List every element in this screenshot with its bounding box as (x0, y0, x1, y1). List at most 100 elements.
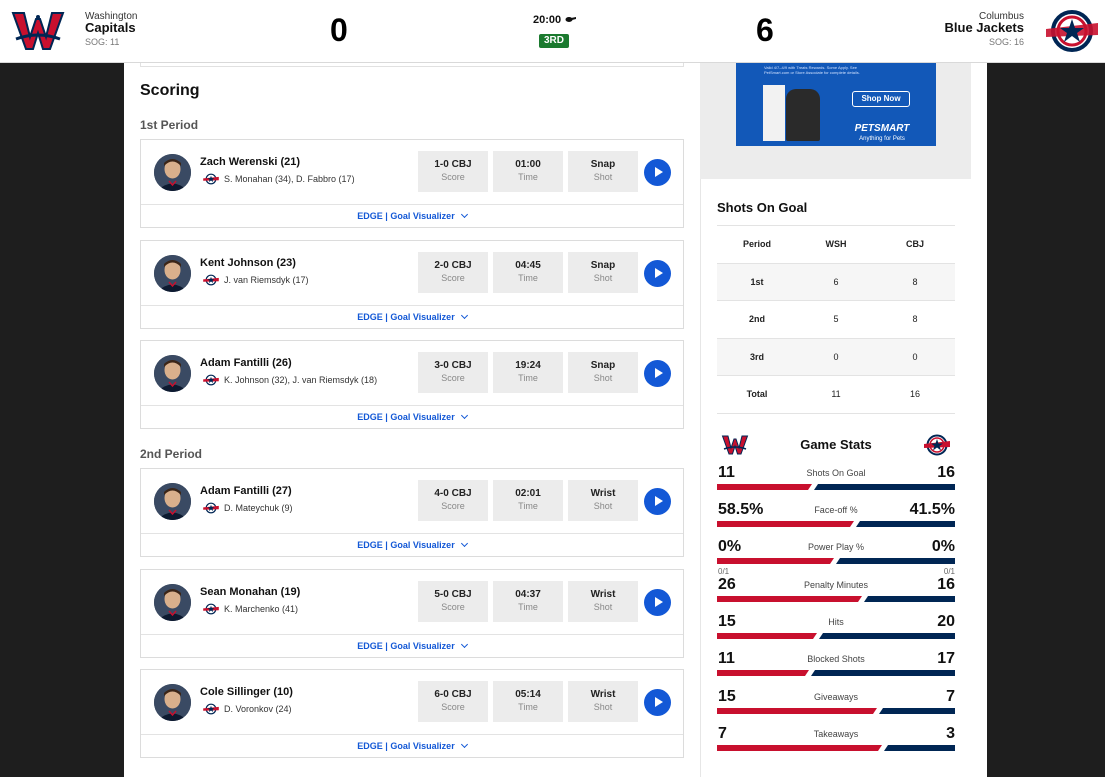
stat-label: Power Play % (807, 542, 865, 552)
puck-icon (565, 17, 576, 22)
goal-score-box: 2-0 CBJ Score (418, 252, 488, 293)
stat-away-value: 7 (718, 725, 727, 742)
stat-comparison-bar (717, 670, 955, 676)
goal-shot-box: Wrist Shot (568, 681, 638, 722)
goal-shot-box: Wrist Shot (568, 581, 638, 622)
stat-label: Shots On Goal (806, 468, 866, 478)
edge-goal-visualizer-link[interactable]: EDGE | Goal Visualizer (141, 210, 683, 221)
stat-home-value: 16 (937, 576, 955, 593)
edge-goal-visualizer-link[interactable]: EDGE | Goal Visualizer (141, 539, 683, 550)
goal-time-box: 01:00 Time (493, 151, 563, 192)
chevron-down-icon (460, 539, 468, 548)
home-bar-segment (884, 745, 955, 751)
goal-score-label: Score (441, 602, 465, 612)
goal-assists: K. Marchenko (41) (224, 604, 299, 614)
play-highlight-button[interactable] (644, 260, 671, 287)
goal-score-value: 1-0 CBJ (434, 159, 472, 170)
away-bar-segment (717, 596, 862, 602)
goal-time-label: Time (518, 702, 538, 712)
goal-time-value: 04:45 (515, 260, 541, 271)
goal-scorer[interactable]: Sean Monahan (19) (200, 586, 301, 598)
goal-score-value: 2-0 CBJ (434, 260, 472, 271)
play-highlight-button[interactable] (644, 159, 671, 186)
table-row: 2nd 5 8 (717, 301, 955, 339)
blue-jackets-logo-icon (203, 274, 219, 286)
page-background (987, 63, 1105, 777)
goal-score-box: 6-0 CBJ Score (418, 681, 488, 722)
stat-away-value: 15 (718, 613, 736, 630)
play-highlight-button[interactable] (644, 589, 671, 616)
goal-time-box: 02:01 Time (493, 480, 563, 521)
home-team-name[interactable]: Blue Jackets (944, 20, 1025, 35)
stat-home-value: 41.5% (909, 501, 955, 518)
capitals-logo-icon (721, 435, 749, 455)
blue-jackets-logo-icon (203, 173, 219, 185)
stat-home-value: 16 (937, 464, 955, 481)
game-clock: 20:00 (533, 14, 562, 26)
edge-goal-visualizer-link[interactable]: EDGE | Goal Visualizer (141, 411, 683, 422)
game-stats-title: Game Stats (800, 437, 872, 452)
goal-scorer[interactable]: Kent Johnson (23) (200, 257, 296, 269)
table-cell-wsh: 6 (833, 276, 839, 287)
table-cell-cbj: 0 (912, 351, 918, 362)
stat-home-value: 3 (946, 725, 955, 742)
goal-score-box: 3-0 CBJ Score (418, 352, 488, 393)
shots-on-goal-table: Period WSH CBJ 1st 6 8 2nd 5 8 3rd 0 0 T… (717, 225, 955, 414)
edge-prefix: EDGE (357, 641, 383, 651)
home-bar-segment (814, 484, 955, 490)
edge-goal-visualizer-link[interactable]: EDGE | Goal Visualizer (141, 311, 683, 322)
column-header-cbj: CBJ (905, 239, 924, 249)
table-cell-wsh: 5 (833, 314, 839, 324)
edge-label: Goal Visualizer (390, 540, 455, 550)
scoring-title: Scoring (140, 82, 200, 99)
home-team-sog: SOG: 16 (988, 37, 1024, 47)
goal-scorer[interactable]: Zach Werenski (21) (200, 156, 301, 168)
play-highlight-button[interactable] (644, 689, 671, 716)
period-label-2nd: 2nd Period (140, 447, 203, 461)
table-cell-period: 2nd (748, 314, 765, 324)
chevron-down-icon (460, 210, 468, 219)
table-cell-cbj: 8 (912, 314, 918, 324)
game-stat-row: 11 Blocked Shots 17 (717, 650, 955, 682)
capitals-logo-icon[interactable] (10, 9, 66, 53)
away-team-name[interactable]: Capitals (85, 20, 136, 35)
goal-shot-value: Wrist (590, 589, 616, 600)
blue-jackets-logo-icon (203, 603, 219, 615)
game-stat-row: 0% Power Play % 0% 0/1 0/1 (717, 538, 955, 576)
goal-scorer[interactable]: Cole Sillinger (10) (200, 686, 293, 698)
goal-assists: D. Mateychuk (9) (224, 503, 293, 513)
stat-away-value: 11 (718, 464, 735, 481)
section-divider (140, 63, 684, 67)
goal-card: Zach Werenski (21) S. Monahan (34), D. F… (140, 139, 684, 228)
goal-shot-box: Wrist Shot (568, 480, 638, 521)
scoring-section: Scoring 1st Period 2nd Period Zach Weren… (124, 63, 700, 777)
ad-container: Valid 4/7–4/9 with Treats Rewards. Some … (700, 63, 971, 179)
goal-scorer[interactable]: Adam Fantilli (26) (200, 357, 292, 369)
chevron-down-icon (460, 740, 468, 749)
edge-goal-visualizer-link[interactable]: EDGE | Goal Visualizer (141, 640, 683, 651)
home-bar-segment (856, 521, 955, 527)
shots-on-goal-title: Shots On Goal (717, 200, 808, 215)
edge-prefix: EDGE (357, 741, 383, 751)
away-bar-segment (717, 670, 809, 676)
petsmart-ad[interactable]: Valid 4/7–4/9 with Treats Rewards. Some … (736, 63, 936, 146)
table-cell-wsh: 11 (831, 389, 841, 399)
home-bar-segment (879, 708, 955, 714)
table-cell-cbj: 8 (912, 276, 918, 287)
goal-shot-label: Shot (593, 702, 613, 712)
table-cell-wsh: 0 (833, 351, 839, 362)
edge-goal-visualizer-link[interactable]: EDGE | Goal Visualizer (141, 740, 683, 751)
goal-shot-box: Snap Shot (568, 352, 638, 393)
ad-shop-now-button[interactable]: Shop Now (852, 91, 910, 107)
play-highlight-button[interactable] (644, 488, 671, 515)
home-bar-segment (811, 670, 955, 676)
game-stat-row: 15 Giveaways 7 (717, 688, 955, 720)
play-highlight-button[interactable] (644, 360, 671, 387)
goal-card: Cole Sillinger (10) D. Voronkov (24) 6-0… (140, 669, 684, 758)
goal-scorer[interactable]: Adam Fantilli (27) (200, 485, 292, 497)
blue-jackets-logo-icon[interactable] (1044, 9, 1100, 53)
goal-score-box: 4-0 CBJ Score (418, 480, 488, 521)
scoreboard-header: Washington Capitals SOG: 11 0 20:00 3RD … (0, 0, 1105, 63)
goal-score-label: Score (441, 172, 465, 182)
table-cell-period: 1st (750, 276, 764, 287)
